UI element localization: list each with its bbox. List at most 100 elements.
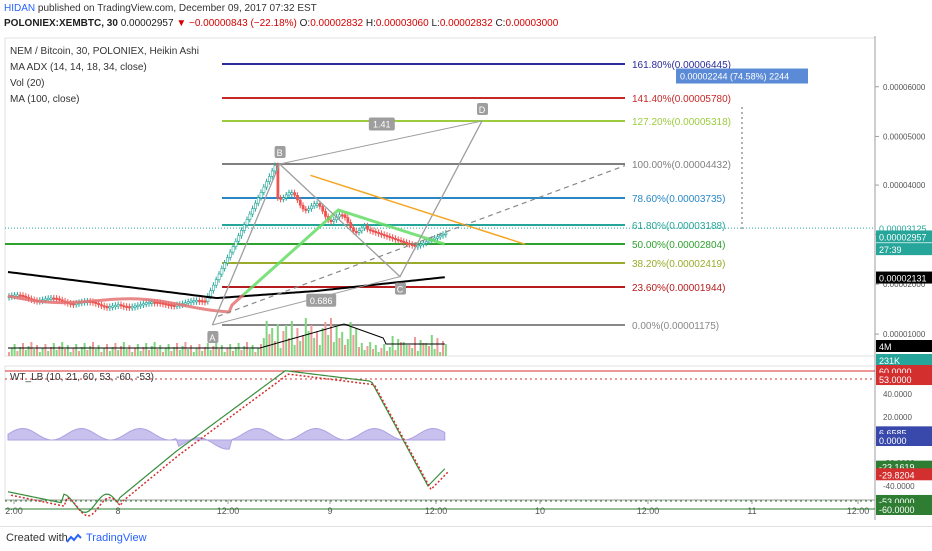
volume-bar [36, 345, 38, 356]
fib-level-label: 127.20%(0.00005318) [632, 117, 731, 128]
candle-body [332, 219, 336, 222]
price-change: −0.00000843 (−22.18%) [189, 18, 297, 29]
candle-body [357, 230, 361, 233]
volume-bar [388, 347, 391, 356]
candle-body [200, 300, 204, 303]
tradingview-logo-icon[interactable] [66, 533, 82, 544]
price-tick-label: 0.00001000 [883, 330, 926, 339]
wt-axis-label: 0.0000 [879, 436, 907, 446]
volume-bar [195, 348, 198, 356]
trendline [310, 174, 526, 245]
candle-body [346, 217, 350, 223]
volume-bar [120, 346, 122, 356]
volume-bar [349, 322, 352, 356]
price-axis-label: 0.00002131 [879, 274, 927, 284]
volume-bar [346, 339, 349, 356]
fib-level-label: 23.60%(0.00001944) [632, 283, 725, 294]
candle-body [153, 301, 157, 304]
volume-bar [383, 344, 386, 356]
price-tick-label: 0.00004000 [883, 181, 926, 190]
volume-bar [422, 343, 425, 356]
pattern-point-label: A [209, 333, 215, 343]
volume-bar [232, 351, 234, 356]
volume-bar [50, 347, 52, 356]
wt-axis-label: -23.1619 [879, 463, 915, 473]
volume-bar [136, 344, 139, 356]
volume-bar [237, 343, 240, 356]
wt-axis-label-bg [876, 468, 932, 481]
candle-body [44, 298, 47, 301]
time-tick-label: 12:00 [847, 506, 870, 516]
open-value: 0.00002832 [310, 18, 364, 29]
candle-body [136, 304, 140, 308]
candle-body [352, 227, 355, 232]
time-tick-label: 2:00 [5, 506, 23, 516]
candle-body [58, 298, 61, 301]
candle-body [192, 300, 196, 303]
wt1-line [7, 370, 446, 513]
candle-body [273, 165, 277, 172]
legend-title: NEM / Bitcoin, 30, POLONIEX, Heikin Ashi [10, 46, 199, 57]
volume-bar [153, 342, 156, 356]
wt-axis-label-bg [876, 434, 932, 446]
candle-body [18, 294, 22, 297]
volume-bar [288, 338, 290, 356]
candle-body [304, 208, 308, 211]
wt-axis-label-bg [876, 503, 932, 515]
volume-bar [374, 345, 377, 356]
candle-body [394, 237, 397, 241]
symbol-name: POLONIEX:XEMBTC, 30 [4, 18, 118, 29]
low-value: 0.00002832 [439, 18, 493, 29]
volume-bar [8, 352, 10, 356]
volume-bar [41, 348, 44, 356]
volume-bar [33, 349, 36, 356]
volume-bar [355, 329, 358, 356]
candle-body [338, 214, 341, 218]
volume-bar [330, 318, 332, 356]
tradingview-link[interactable]: TradingView [86, 532, 147, 544]
volume-bar [55, 350, 58, 356]
wt-axis-label: -60.0000 [879, 505, 915, 515]
candle-body [276, 165, 280, 199]
candle-body [301, 204, 305, 210]
candle-body [360, 227, 364, 232]
legend-wt: WT_LB (10, 21, 60, 53, -60, -53) [10, 372, 154, 383]
candle-body [116, 304, 120, 307]
volume-bar [341, 332, 344, 356]
fib-level-label: 100.00%(0.00004432) [632, 160, 731, 171]
candle-body [122, 305, 126, 308]
candle-body [226, 257, 229, 264]
price-axis-label: 27:39 [879, 245, 902, 255]
candle-body [209, 290, 213, 297]
candle-body [198, 300, 201, 303]
candle-body [282, 197, 285, 200]
fib-level-label: 0.00%(0.00001175) [632, 321, 719, 332]
candle-body [234, 240, 238, 247]
pattern-ratio-bg [368, 117, 395, 131]
volume-bar [164, 348, 167, 356]
volume-bar [92, 342, 94, 356]
candle-body [105, 306, 109, 309]
wt-tick-label: 20.0000 [883, 413, 912, 422]
candle-body [436, 236, 439, 239]
candle-body [290, 192, 294, 195]
volume-bar [128, 345, 131, 356]
candle-body [228, 251, 232, 258]
volume-bar [321, 328, 324, 356]
ma100-line [7, 271, 445, 300]
author-link[interactable]: HIDAN [4, 3, 36, 14]
fib-level-label: 78.60%(0.00003735) [632, 194, 725, 205]
chart-area[interactable]: 0.000060000.000050000.000040000.00003000… [0, 36, 932, 526]
volume-bar [184, 342, 187, 356]
pattern-ratio-label: 0.686 [310, 296, 333, 306]
volume-bar [302, 335, 304, 356]
volume-bar [103, 348, 106, 356]
volume-bar [414, 337, 416, 356]
volume-bar [215, 342, 218, 356]
volume-bar [327, 335, 330, 356]
candle-body [144, 302, 148, 305]
volume-bar [64, 349, 66, 356]
chart-svg[interactable]: 0.000060000.000050000.000040000.00003000… [0, 36, 932, 526]
candle-body [405, 241, 409, 245]
volume-bar [192, 352, 195, 356]
